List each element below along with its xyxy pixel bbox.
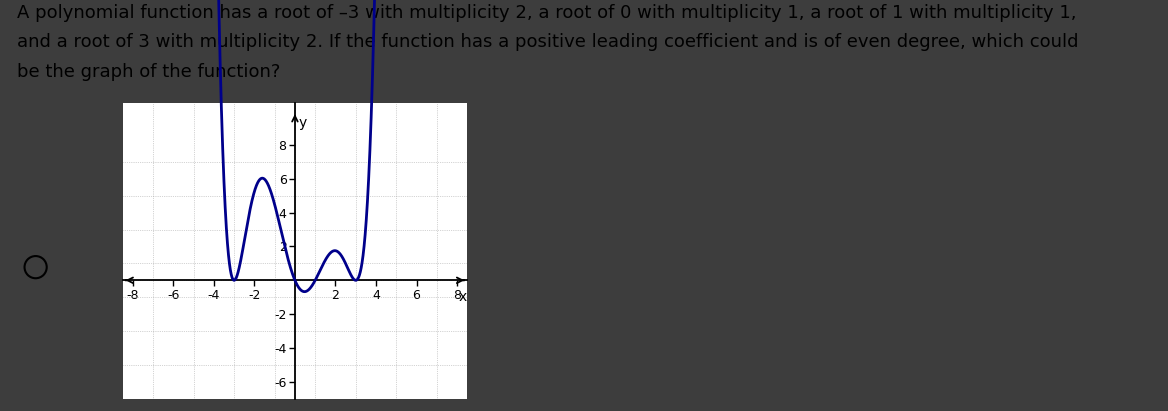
Text: x: x [459,290,467,304]
Text: A polynomial function has a root of –3 with multiplicity 2, a root of 0 with mul: A polynomial function has a root of –3 w… [16,4,1078,81]
Text: y: y [299,116,307,130]
